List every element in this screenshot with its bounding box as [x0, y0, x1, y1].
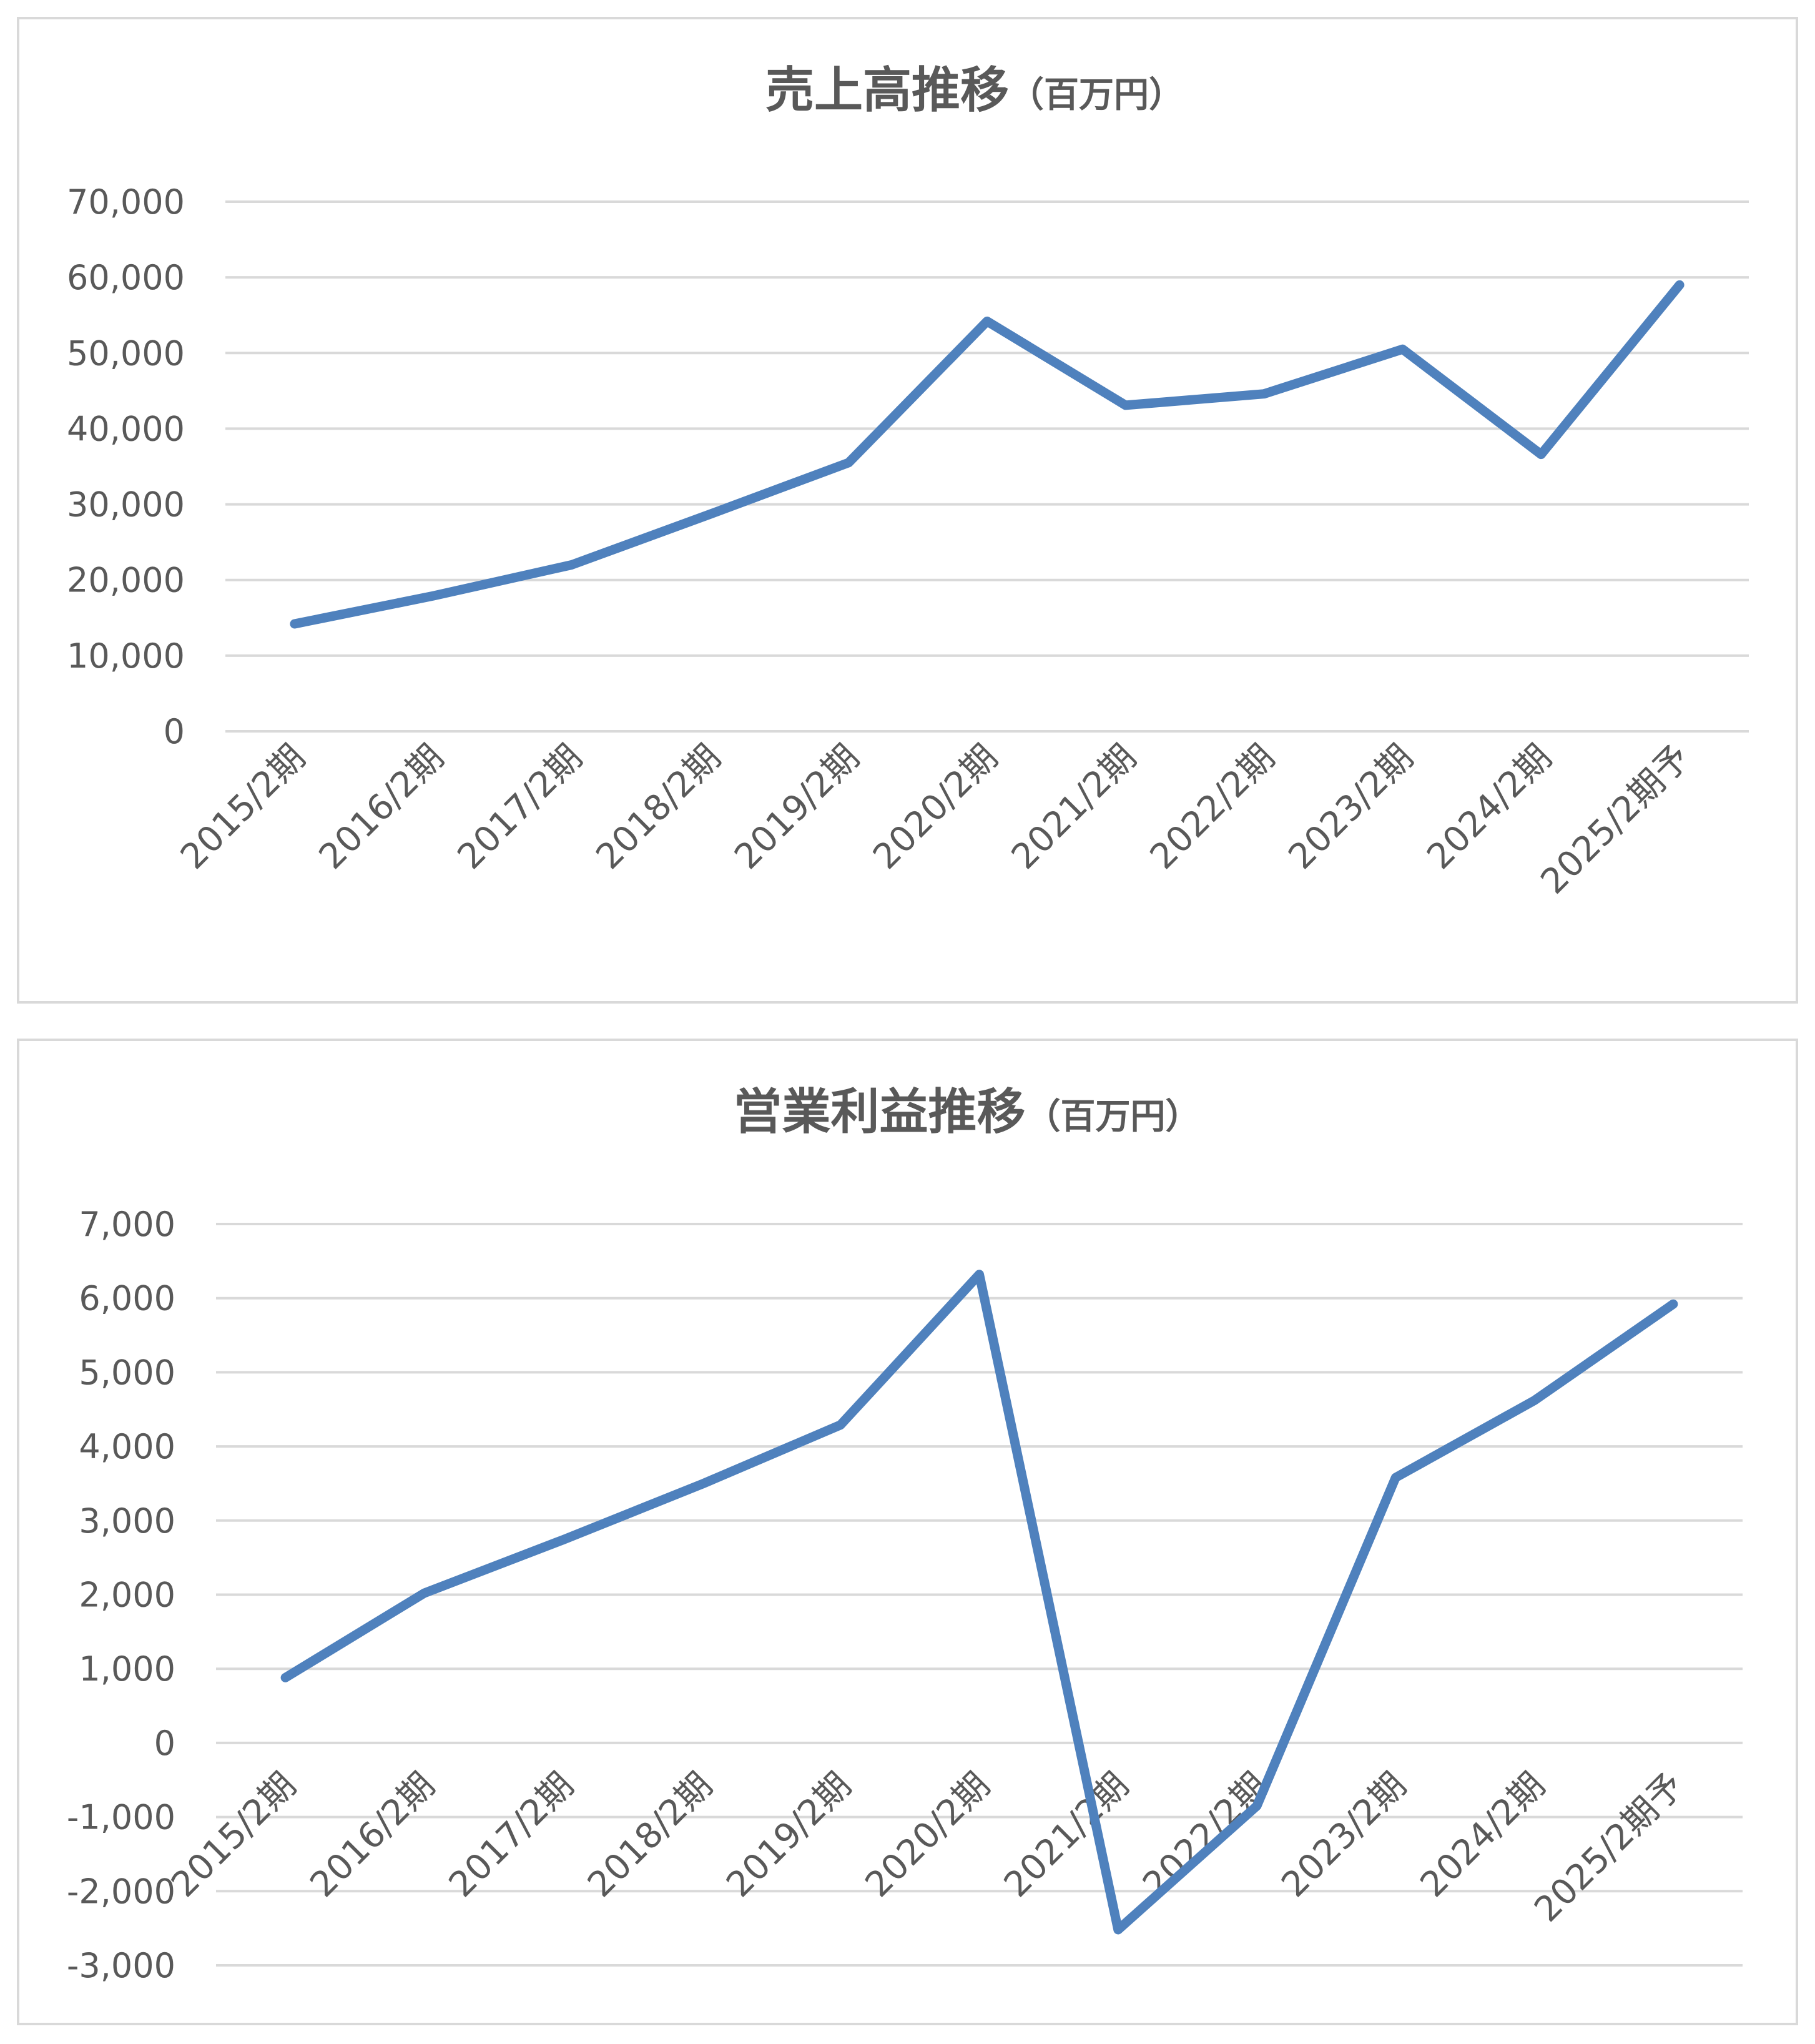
- data-point: [697, 1479, 706, 1489]
- x-tick-label: 2025/2期予: [1533, 737, 1698, 902]
- x-tick-label: 2015/2期: [173, 737, 313, 877]
- chart-title-text: 営業利益推移: [733, 1084, 1025, 1140]
- y-tick-label: 0: [154, 1724, 175, 1763]
- x-tick-label: 2015/2期: [164, 1765, 304, 1905]
- y-tick-label: 5,000: [79, 1353, 175, 1392]
- x-tick-label: 2020/2期: [865, 737, 1006, 877]
- x-tick-label: 2017/2期: [441, 1765, 582, 1905]
- data-point: [1398, 345, 1407, 354]
- y-tick-label: 50,000: [67, 333, 185, 373]
- data-point: [290, 619, 299, 628]
- series-line: [290, 280, 1685, 629]
- chart-title-unit: （百万円）: [1009, 75, 1184, 116]
- data-point: [1675, 280, 1685, 290]
- x-tick-label: 2024/2期: [1419, 737, 1560, 877]
- chart-title-unit: （百万円）: [1026, 1097, 1201, 1137]
- y-tick-label: 60,000: [67, 258, 185, 297]
- chart-title: 売上高推移（百万円）: [765, 62, 1184, 119]
- y-tick-label: 10,000: [67, 636, 185, 676]
- x-tick-label: 2021/2期: [996, 1765, 1137, 1905]
- x-tick-label: 2023/2期: [1274, 1765, 1414, 1905]
- data-point: [1121, 400, 1130, 410]
- data-point: [1391, 1473, 1400, 1482]
- x-tick-label: 2019/2期: [719, 1765, 859, 1905]
- x-tick-label: 2019/2期: [727, 737, 867, 877]
- data-point: [706, 510, 715, 519]
- data-point: [844, 458, 853, 467]
- y-tick-label: 2,000: [79, 1576, 175, 1615]
- x-tick-label: 2018/2期: [588, 737, 729, 877]
- data-point: [420, 1589, 429, 1598]
- chart-title-text: 売上高推移: [765, 62, 1009, 119]
- y-tick-label: -1,000: [67, 1798, 175, 1837]
- data-point: [1668, 1300, 1678, 1309]
- y-tick-label: 1,000: [79, 1649, 175, 1689]
- x-tick-label: 2022/2期: [1135, 1765, 1276, 1905]
- x-tick-label: 2018/2期: [580, 1765, 721, 1905]
- x-tick-label: 2016/2期: [312, 737, 452, 877]
- y-tick-label: 3,000: [79, 1501, 175, 1541]
- y-tick-label: 4,000: [79, 1427, 175, 1466]
- data-point: [1252, 1801, 1262, 1810]
- data-point: [1537, 450, 1546, 459]
- data-point: [281, 1673, 290, 1682]
- y-tick-label: 6,000: [79, 1279, 175, 1318]
- data-point: [975, 1270, 984, 1279]
- y-tick-label: 30,000: [67, 485, 185, 525]
- operating-profit-chart-panel: 営業利益推移（百万円） -3,000 -2,000 -1,000 0 1,000 2,000…: [17, 1039, 1798, 2025]
- sales-chart-panel: 売上高推移（百万円） 0 10,000 20,000 30,000 40,000 50,00…: [17, 17, 1798, 1004]
- data-point: [836, 1420, 845, 1429]
- x-tick-label: 2021/2期: [1004, 737, 1144, 877]
- x-tick-label: 2024/2期: [1413, 1765, 1553, 1905]
- y-tick-label: 20,000: [67, 561, 185, 600]
- chart-title: 営業利益推移（百万円）: [733, 1084, 1200, 1140]
- data-point: [1259, 389, 1269, 398]
- sales-chart: 売上高推移（百万円） 0 10,000 20,000 30,000 40,000 50,00…: [67, 62, 1749, 902]
- data-point: [1113, 1925, 1123, 1935]
- data-point: [428, 591, 438, 601]
- y-tick-label: 70,000: [67, 182, 185, 222]
- y-tick-label: 0: [164, 712, 185, 751]
- data-point: [1530, 1396, 1539, 1405]
- y-tick-label: -3,000: [67, 1946, 175, 1985]
- x-tick-label: 2020/2期: [858, 1765, 998, 1905]
- y-tick-label: 7,000: [79, 1205, 175, 1244]
- y-tick-label: 40,000: [67, 409, 185, 448]
- operating-profit-chart: 営業利益推移（百万円） -3,000 -2,000 -1,000 0 1,000 2,000…: [67, 1084, 1743, 1985]
- x-tick-label: 2022/2期: [1143, 737, 1283, 877]
- data-point: [567, 560, 576, 570]
- x-tick-label: 2016/2期: [302, 1765, 443, 1905]
- x-tick-label: 2017/2期: [450, 737, 591, 877]
- data-point: [558, 1535, 568, 1544]
- x-tick-label: 2025/2期予: [1527, 1765, 1691, 1930]
- data-point: [983, 317, 991, 326]
- y-tick-label: -2,000: [67, 1872, 175, 1911]
- x-tick-label: 2023/2期: [1281, 737, 1421, 877]
